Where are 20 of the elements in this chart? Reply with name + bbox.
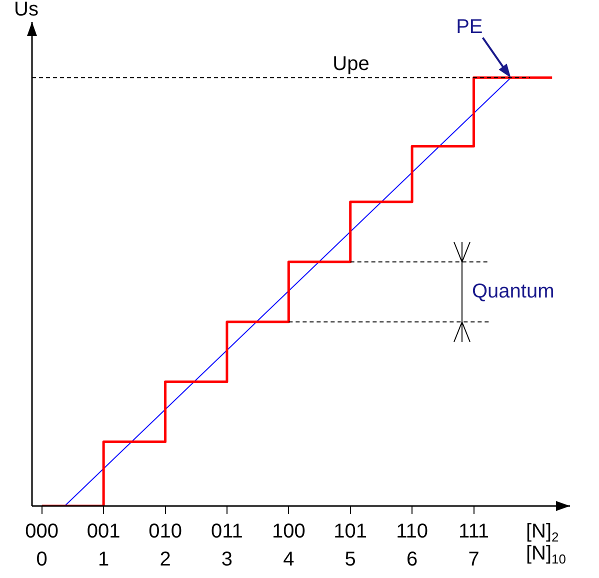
x-tick-label: 7 xyxy=(468,548,480,571)
x-tick-label: 6 xyxy=(406,548,418,571)
x-tick-label: 0 xyxy=(36,548,48,571)
text: 111 xyxy=(458,520,489,543)
text: 000 xyxy=(25,520,59,543)
text: 101 xyxy=(334,520,368,543)
annotation: PE xyxy=(456,16,483,38)
text: 011 xyxy=(211,520,243,543)
x-tick-label: 5 xyxy=(344,548,356,571)
text: 001 xyxy=(86,520,120,543)
ref-line-label: Upe xyxy=(332,53,370,76)
annotation: Quantum xyxy=(472,280,554,302)
text: 110 xyxy=(396,520,428,543)
x-tick-label: 2 xyxy=(160,548,171,571)
text: 100 xyxy=(272,520,306,543)
x-tick-label: 1 xyxy=(98,548,110,571)
x-tick-label: 3 xyxy=(221,548,233,571)
y-axis-title: Us xyxy=(14,0,38,21)
x-tick-label: 4 xyxy=(283,548,294,571)
text: 010 xyxy=(148,520,182,543)
